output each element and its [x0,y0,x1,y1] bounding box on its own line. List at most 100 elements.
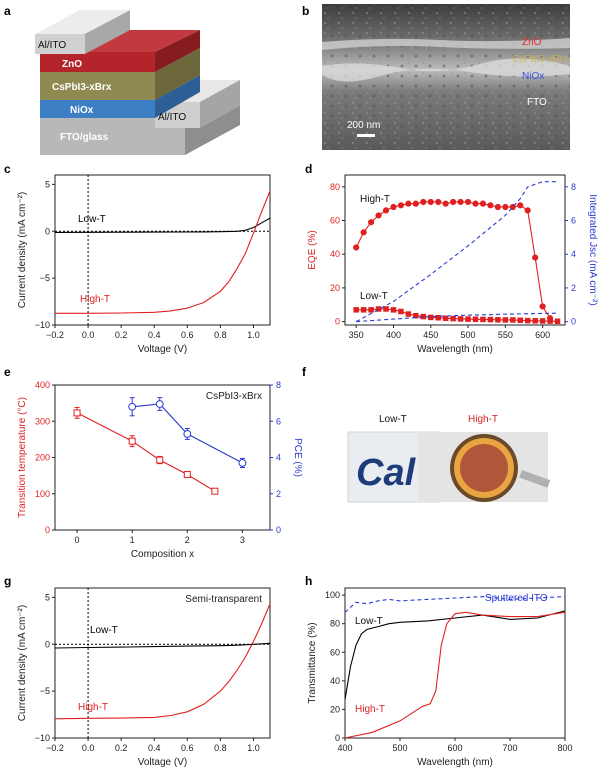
y-tick-label-d: 60 [330,216,340,226]
x-tick-label-g: 1.0 [247,743,260,753]
data-point-d [435,315,441,321]
series-line-h-1 [344,610,566,700]
y-tick-label-d: 0 [335,317,340,327]
sem-label-niox: NiOx [522,71,544,82]
data-point-d [360,229,367,236]
data-point-d [494,203,501,211]
data-point-d [405,311,412,317]
y2-tick-label-e: 2 [276,489,281,499]
series-annotation-c: Low-T [78,214,106,225]
x-tick-label-g: 0.4 [148,743,161,753]
series-annotation-g: Low-T [90,625,118,636]
y2-axis-label-d: Integrated Jsc (mA cm⁻²) [587,194,598,305]
series-line-d-2 [355,181,558,323]
device-stack-illustration: Al/ITO ZnO CsPbI3-xBrx NiOx FTO/glass Al… [35,10,240,155]
series-annotation-d: High-T [360,194,390,205]
data-point-d [539,303,546,310]
data-point-d [420,198,427,206]
series-line-d-3 [356,312,558,323]
x-tick-label-h: 800 [557,743,572,753]
series-line-e-0 [76,412,216,492]
x-tick-label-d: 550 [498,330,513,340]
data-point-d [457,198,464,206]
data-point-e [156,456,164,464]
data-point-d [502,203,509,211]
data-point-d [398,308,404,315]
x-tick-label-d: 450 [423,330,438,340]
x-tick-label-c: 0.0 [82,330,95,340]
x-tick-label-c: 0.8 [214,330,227,340]
x-tick-label-e: 2 [185,535,190,545]
y-tick-label-e: 300 [35,416,50,426]
x-tick-label-d: 350 [349,330,364,340]
data-point-d [442,200,449,207]
photo-label-low-t: Low-T [379,414,407,425]
x-tick-label-d: 500 [461,330,476,340]
y2-tick-label-d: 6 [571,216,576,226]
x-tick-label-e: 0 [75,535,80,545]
data-point-d [450,198,457,206]
y-tick-label-d: 40 [330,249,340,259]
data-point-d [450,315,456,322]
y2-tick-label-d: 0 [571,317,576,327]
sem-scale-label: 200 nm [347,120,380,131]
label-left-contact: Al/ITO [38,40,66,51]
left-contact-side [85,10,130,54]
panel-letter-c: c [4,162,11,176]
panel-letter-f: f [302,365,307,379]
data-point-e [183,430,192,438]
chart-title-g: Semi-transparent [185,594,262,605]
plot-frame-g [54,587,271,739]
data-point-e [128,402,137,411]
data-point-d [554,318,561,325]
left-contact-top [35,10,130,34]
series-line-e-1 [132,403,243,464]
sem-label-zno: ZnO [522,37,542,48]
panel-letter-h: h [305,574,312,588]
data-point-d [517,202,524,209]
y-tick-label-e: 400 [35,380,50,390]
data-point-d [510,317,516,323]
photo-label-high-t: High-T [468,414,498,425]
data-point-d [375,212,382,219]
data-point-e [238,459,247,467]
niox-front [40,100,155,118]
y-axis-label-c: Current density (mA cm⁻²) [17,192,28,308]
data-point-d [353,244,360,251]
plot-frame-d [344,174,566,326]
data-point-d [390,307,397,313]
series-annotation-d: Low-T [360,291,388,302]
series-line-g-0 [54,642,271,649]
y2-tick-label-e: 0 [276,525,281,535]
data-point-d [368,307,374,313]
data-point-d [405,200,412,207]
data-point-d [479,200,487,207]
y-tick-label-e: 100 [35,489,50,499]
y-tick-label-g: 0 [45,639,50,649]
y2-tick-label-d: 2 [571,283,576,293]
data-point-d [390,203,397,211]
y-tick-label-c: −10 [35,320,50,330]
perovskite-front [40,72,155,100]
series-line-c-0 [54,217,271,233]
data-point-d [442,315,449,322]
y-tick-label-h: 80 [330,619,340,629]
panel-letter-g: g [4,574,11,588]
data-point-d [465,316,471,322]
y-axis-label-g: Current density (mA cm⁻²) [17,605,28,721]
y2-tick-label-e: 6 [276,416,281,426]
data-point-d [472,200,479,207]
series-annotation-h: Low-T [355,616,383,627]
x-tick-label-h: 400 [337,743,352,753]
x-tick-label-g: −0.2 [46,743,64,753]
data-point-d [428,314,434,321]
data-point-d [502,317,509,323]
data-point-d [397,202,405,209]
y2-axis-label-e: PCE (%) [292,438,303,477]
y-tick-label-c: 0 [45,226,50,236]
series-line-h-0 [344,596,566,613]
y-tick-label-c: −5 [40,273,50,283]
data-point-d [360,307,367,313]
x-axis-label-d: Wavelength (nm) [417,344,493,355]
data-point-e [211,487,219,495]
